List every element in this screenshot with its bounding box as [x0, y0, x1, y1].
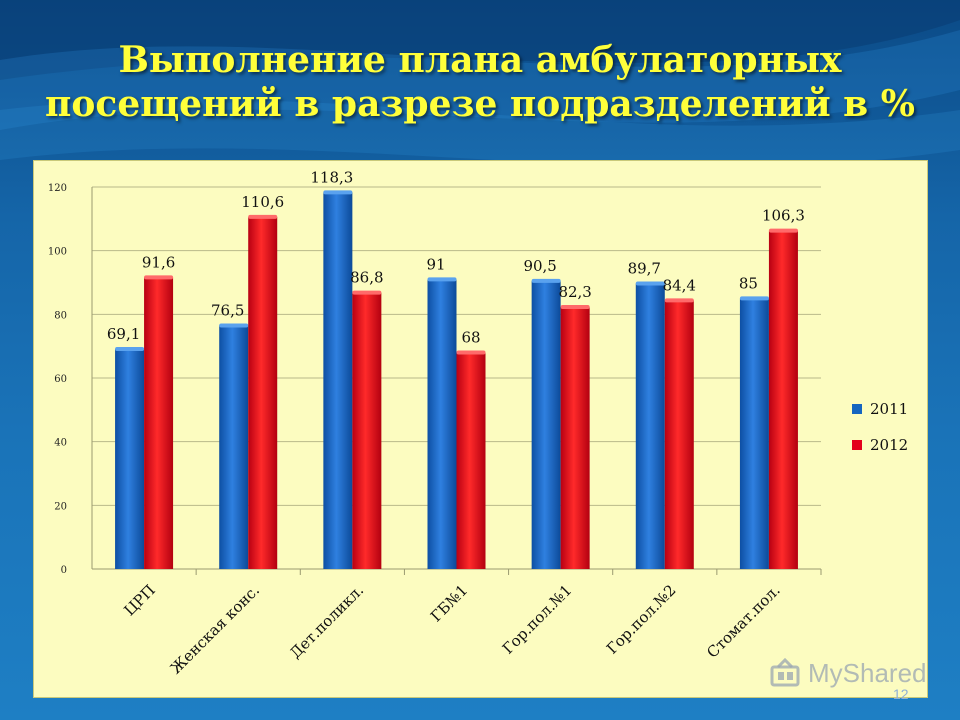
bar-2011-cap — [323, 190, 353, 195]
data-label: 86,8 — [350, 269, 383, 287]
data-label: 76,5 — [211, 301, 244, 319]
x-tick-label: Стомат.пол. — [703, 581, 783, 661]
data-label: 91 — [426, 255, 445, 273]
data-label: 82,3 — [558, 283, 591, 301]
x-tick-label: Дет.поликл. — [286, 581, 367, 662]
bar-2011 — [739, 298, 769, 569]
bar-2012 — [352, 292, 382, 569]
x-tick-label: Гор.пол.№1 — [499, 581, 576, 658]
bar-2012-cap — [664, 298, 694, 303]
y-tick-label: 40 — [54, 438, 67, 449]
bar-2012-cap — [560, 305, 590, 310]
bar-2012 — [248, 216, 278, 569]
y-tick-label: 100 — [48, 247, 67, 258]
data-label: 91,6 — [142, 253, 175, 271]
bar-2011 — [427, 279, 457, 569]
bar-2012 — [768, 230, 798, 569]
y-tick-label: 60 — [54, 374, 67, 385]
legend-swatch — [852, 440, 862, 450]
bar-2011-cap — [739, 296, 769, 301]
bar-2011-cap — [531, 278, 561, 283]
bar-2012-cap — [248, 214, 278, 219]
x-tick-label: ЦРП — [121, 581, 159, 619]
bar-2012-cap — [768, 228, 798, 233]
y-tick-label: 120 — [48, 183, 67, 194]
chart-area: 0 20 40 60 80 100 120 69,1 91,6 ЦРП 76,5 110,6 Женс… — [33, 160, 928, 698]
data-label: 69,1 — [107, 325, 140, 343]
legend-label: 2012 — [870, 436, 908, 454]
x-tick-label: ГБ№1 — [427, 581, 471, 625]
title-line-1: Выполнение плана амбулаторных — [118, 39, 842, 81]
bar-2012 — [560, 307, 590, 569]
data-label: 84,4 — [663, 276, 696, 294]
bar-2011-cap — [219, 323, 249, 328]
x-tick-label: Гор.пол.№2 — [603, 581, 680, 658]
watermark-logo: MyShared — [768, 657, 928, 691]
bar-2012 — [144, 277, 174, 569]
y-tick-label: 20 — [54, 501, 67, 512]
bar-2011-cap — [635, 281, 665, 286]
y-tick-label: 80 — [54, 310, 67, 321]
x-tick-label: Женская конс. — [167, 581, 263, 677]
bar-2012 — [664, 300, 694, 569]
title-line-2: посещений в разрезе подразделений в % — [45, 83, 915, 125]
bar-2012-cap — [456, 350, 486, 355]
bar-2011 — [531, 280, 561, 569]
bar-2012 — [456, 352, 486, 569]
data-label: 85 — [739, 274, 758, 292]
data-label: 110,6 — [241, 193, 284, 211]
y-tick-label: 0 — [61, 565, 67, 576]
data-label: 68 — [461, 329, 480, 347]
bar-2012-cap — [352, 290, 382, 295]
bar-chart: 0 20 40 60 80 100 120 69,1 91,6 ЦРП 76,5 110,6 Женс… — [48, 168, 908, 677]
bar-2011-cap — [115, 347, 145, 352]
bar-2011 — [635, 283, 665, 569]
bar-2012-cap — [144, 275, 174, 280]
data-label: 106,3 — [762, 207, 805, 225]
slide-title: Выполнение плана амбулаторных посещений … — [0, 38, 960, 126]
bar-2011-cap — [427, 277, 457, 282]
data-label: 118,3 — [310, 168, 353, 186]
data-label: 89,7 — [628, 259, 661, 277]
bar-2011 — [323, 192, 353, 569]
bar-2011 — [115, 349, 145, 569]
page-number: 12 — [893, 686, 909, 702]
watermark-icon — [770, 657, 800, 687]
legend-swatch — [852, 404, 862, 414]
data-label: 90,5 — [523, 257, 556, 275]
legend-label: 2011 — [870, 400, 908, 418]
watermark-text: MyShared — [808, 658, 927, 688]
bar-2011 — [219, 325, 249, 569]
